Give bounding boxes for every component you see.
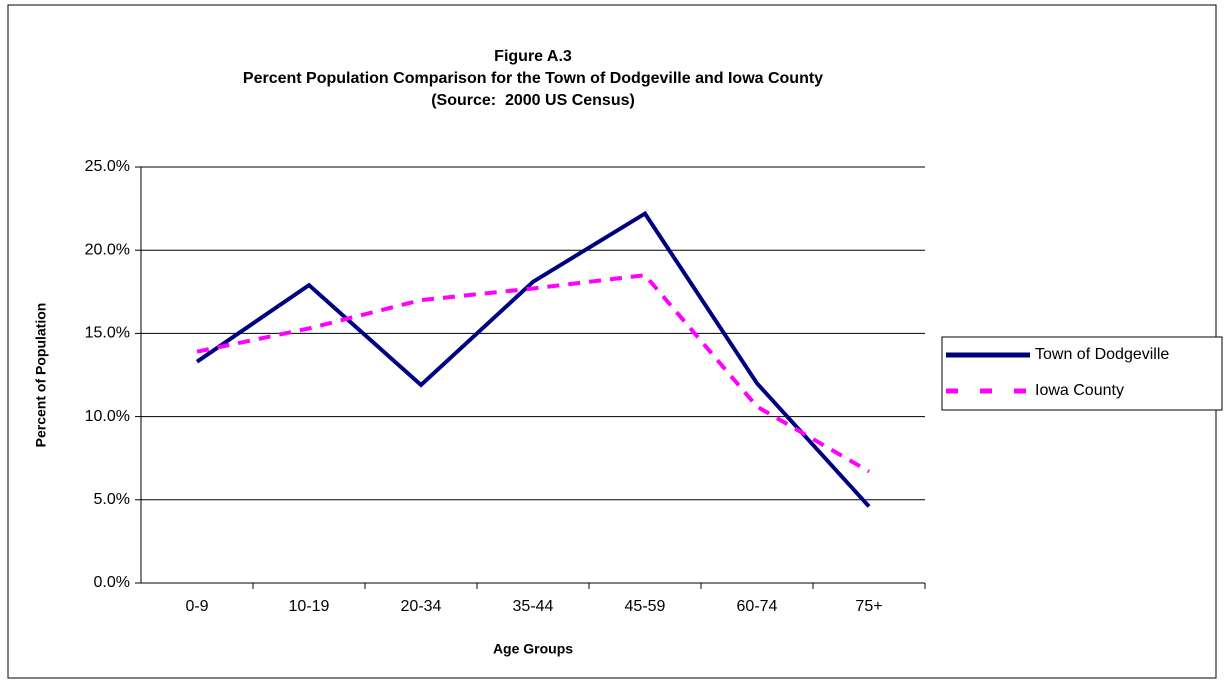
- chart-title: Percent Population Comparison for the To…: [243, 70, 823, 87]
- y-tick-label: 0.0%: [94, 574, 130, 591]
- x-tick-label: 35-44: [513, 598, 554, 615]
- series-line: [196, 273, 871, 474]
- x-tick-label: 60-74: [737, 598, 778, 615]
- x-tick-label: 75+: [855, 598, 882, 615]
- legend-label: Town of Dodgeville: [1035, 346, 1169, 363]
- x-tick-label: 45-59: [625, 598, 666, 615]
- x-axis-label: Age Groups: [493, 641, 573, 657]
- chart-title: Figure A.3: [494, 48, 572, 65]
- x-tick-label: 0-9: [185, 598, 208, 615]
- y-tick-label: 5.0%: [94, 491, 130, 508]
- legend: [941, 336, 1223, 411]
- y-tick-label: 20.0%: [85, 241, 130, 258]
- y-tick-label: 10.0%: [85, 408, 130, 425]
- series-line: [195, 210, 871, 508]
- chart-title: (Source: 2000 US Census): [431, 92, 635, 109]
- x-tick-label: 10-19: [289, 598, 330, 615]
- y-tick-label: 25.0%: [85, 158, 130, 175]
- x-tick-label: 20-34: [401, 598, 442, 615]
- y-tick-label: 15.0%: [85, 325, 130, 342]
- y-axis-label: Percent of Population: [33, 303, 49, 448]
- legend-label: Iowa County: [1035, 382, 1124, 399]
